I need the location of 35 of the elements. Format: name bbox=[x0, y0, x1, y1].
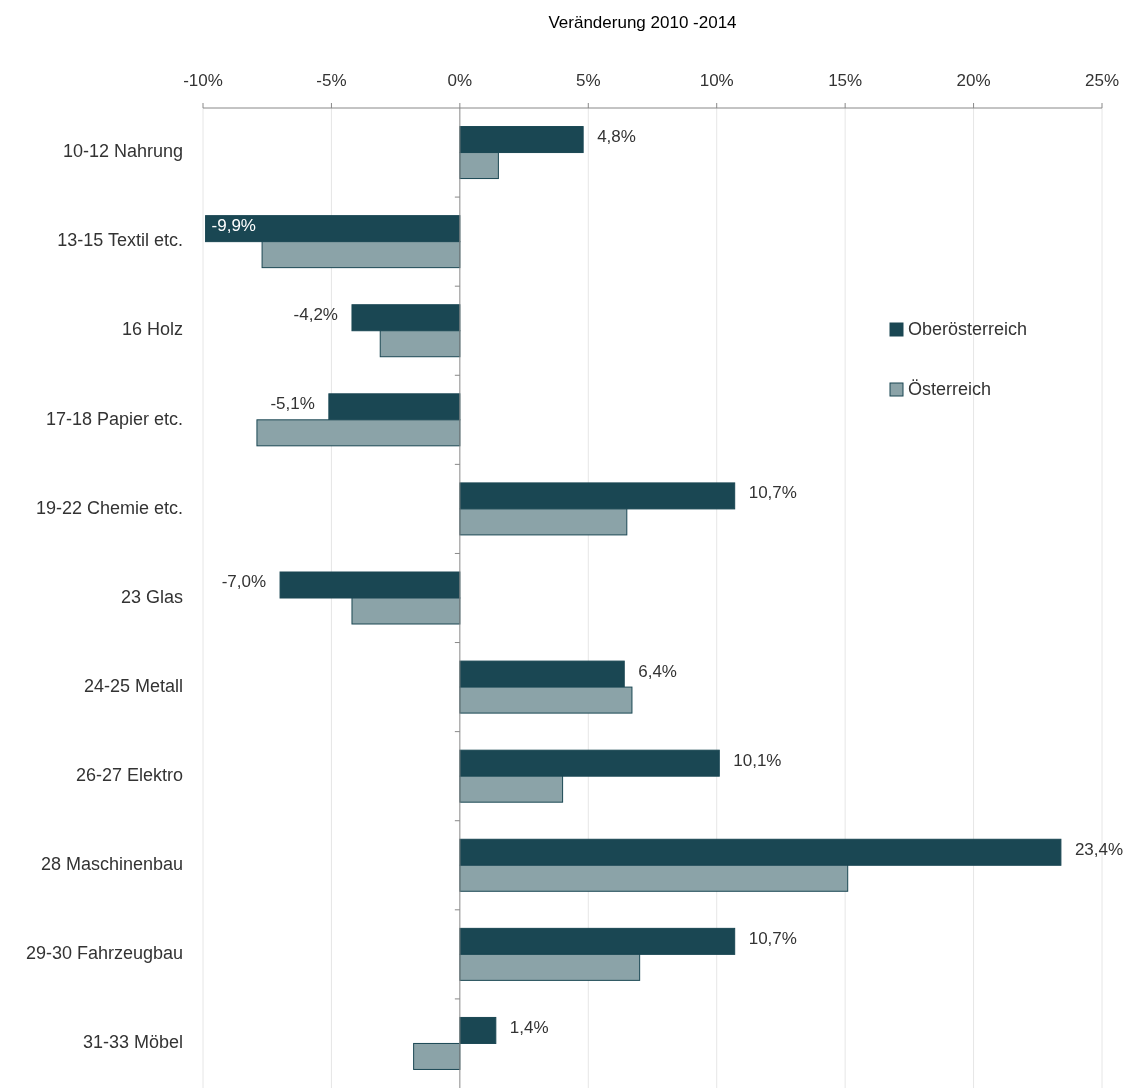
y-tick-label: 24-25 Metall bbox=[83, 675, 183, 696]
y-tick-label: 13-15 Textil etc. bbox=[57, 230, 183, 251]
x-tick-label: 5% bbox=[576, 71, 601, 90]
y-tick-label: 28 Maschinenbau bbox=[40, 854, 183, 875]
data-label: -7,0% bbox=[221, 572, 267, 592]
x-tick-label: 10% bbox=[699, 71, 734, 90]
data-label: 10,7% bbox=[748, 928, 797, 948]
y-tick-label: 17-18 Papier etc. bbox=[45, 408, 183, 429]
chart-title: Veränderung 2010 -2014 bbox=[548, 13, 737, 32]
data-label: -4,2% bbox=[293, 305, 338, 325]
bar bbox=[459, 1016, 497, 1044]
legend-label: Österreich bbox=[908, 378, 992, 399]
x-tick-label: 20% bbox=[956, 71, 991, 90]
data-label: 10,7% bbox=[748, 483, 797, 503]
y-tick-label: 29-30 Fahrzeugbau bbox=[25, 943, 183, 964]
x-tick-label: 0% bbox=[447, 71, 473, 90]
data-label: 6,4% bbox=[638, 661, 677, 681]
x-tick-label: 15% bbox=[828, 71, 863, 90]
data-label: -9,9% bbox=[211, 216, 256, 236]
data-label: -5,1% bbox=[270, 394, 315, 414]
x-tick-label: -10% bbox=[183, 71, 223, 90]
data-label: 4,8% bbox=[597, 127, 636, 147]
x-tick-label: 25% bbox=[1084, 71, 1120, 90]
y-tick-label: 26-27 Elektro bbox=[75, 764, 183, 785]
y-tick-label: 16 Holz bbox=[121, 319, 183, 340]
data-label: 23,4% bbox=[1074, 839, 1124, 859]
data-label: 10,1% bbox=[733, 750, 782, 770]
y-tick-label: 31-33 Möbel bbox=[82, 1032, 183, 1053]
data-label: 1,4% bbox=[509, 1017, 549, 1037]
y-tick-label: 23 Glas bbox=[120, 586, 183, 607]
y-tick-label: 19-22 Chemie etc. bbox=[35, 497, 183, 518]
y-tick-label: 10-12 Nahrung bbox=[62, 141, 183, 162]
legend-label: Oberösterreich bbox=[908, 318, 1028, 339]
x-tick-label: -5% bbox=[316, 71, 347, 90]
bar bbox=[413, 1042, 461, 1070]
